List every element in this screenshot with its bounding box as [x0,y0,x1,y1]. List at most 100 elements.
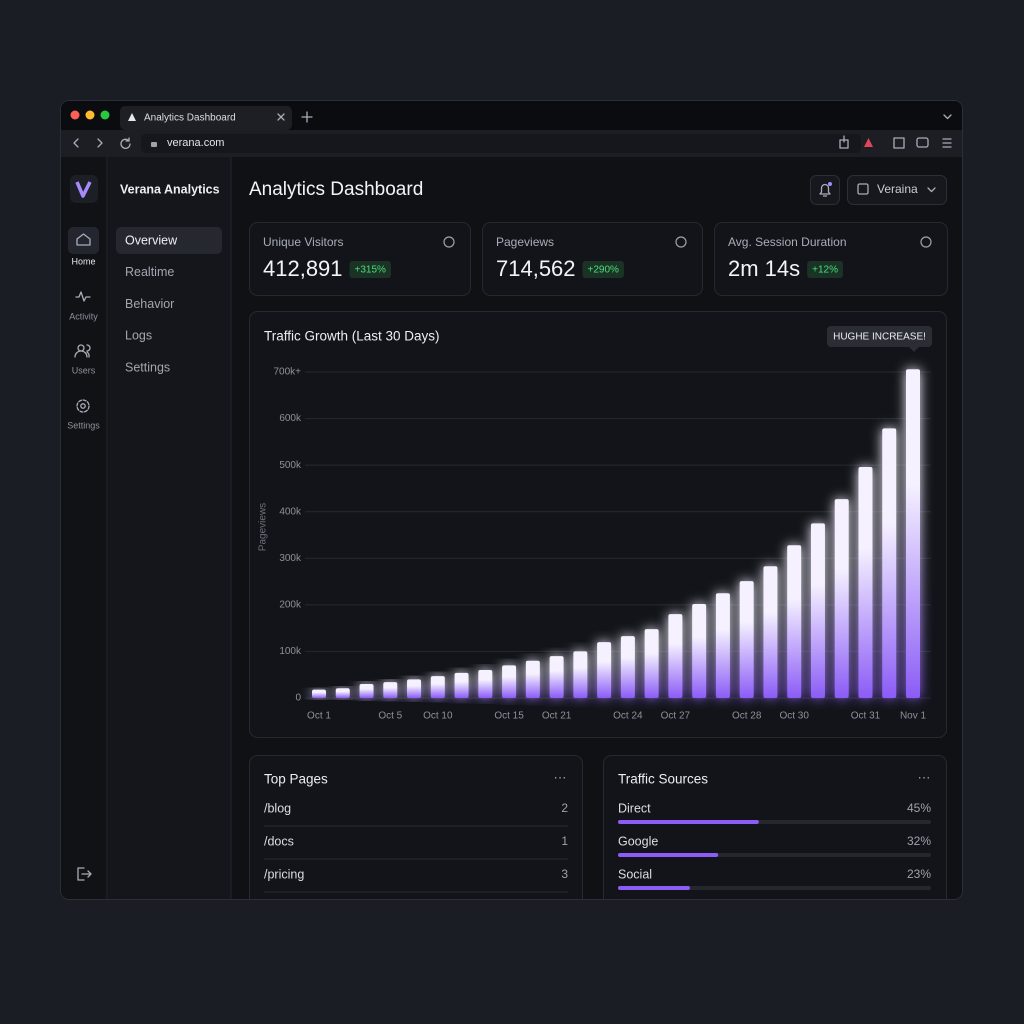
reload[interactable] [120,137,131,149]
bar [858,467,873,698]
nav-item[interactable]: Logs [125,329,152,343]
share-bar [618,886,690,890]
y-axis-label: Pageviews [258,503,269,551]
share-bar [618,853,719,857]
stat-card [714,222,948,296]
source-share: 23% [907,867,931,881]
page-path[interactable]: /docs [264,834,294,848]
change-badge [582,261,624,278]
bar [525,660,540,698]
address-bar[interactable] [141,134,861,153]
bar [383,682,398,698]
forward[interactable] [97,138,103,148]
stats: Unique Visitors 412,891 +315% Pageviews 714,… [249,222,948,296]
tab-icon [128,113,136,121]
bar [312,689,326,698]
logout[interactable] [77,867,92,881]
notif-dot [828,182,832,186]
minimize-dot[interactable] [85,110,95,120]
ext-icon[interactable] [864,138,873,147]
stat-label: Unique Visitors [263,235,343,249]
stat-icon [920,236,932,248]
bar [478,670,493,698]
y-tick-label: 600k [279,413,302,424]
bar [739,581,754,698]
more[interactable]: ··· [554,769,567,784]
wallet[interactable] [916,137,929,148]
chart-title: Traffic Growth (Last 30 Days) [264,329,440,344]
notifications[interactable] [810,175,840,205]
stat-value: 714,562 [496,256,576,281]
rail-label[interactable]: Settings [67,420,100,430]
stat-card [249,222,471,296]
bar [620,636,635,698]
change-badge [807,261,844,278]
x-tick-label: Oct 1 [307,711,331,722]
browser-window: Analytics Dashboard verana.com Home Activ… [60,100,963,900]
back[interactable] [73,138,79,148]
nav-item[interactable]: Overview [125,233,178,247]
change-badge [349,261,391,278]
stat-label: Pageviews [496,235,554,249]
settings-icon[interactable] [76,399,90,413]
menu[interactable] [942,138,952,148]
stat-change: +12% [812,265,838,276]
maximize-dot[interactable] [100,110,110,120]
nav-item[interactable]: Settings [125,360,170,374]
tab-menu[interactable] [943,114,952,120]
y-tick-label: 100k [279,646,302,657]
share-bar [618,820,759,824]
bar [454,672,469,698]
page-count: 3 [561,867,568,881]
tab[interactable] [120,106,292,130]
chevron [927,187,936,193]
x-tick-label: Oct 28 [732,711,762,722]
x-tick-label: Oct 5 [378,711,402,722]
rail-label[interactable]: Users [72,365,96,375]
top-pages-title: Top Pages [264,772,328,787]
sources-card [603,755,947,900]
top-pages-card [249,755,583,900]
stat-icon [443,236,455,248]
close-dot[interactable] [70,110,80,120]
nav-item[interactable]: Behavior [125,297,174,311]
bar [573,651,588,698]
y-tick-label: 700k+ [273,367,301,378]
home-icon[interactable] [76,233,91,246]
account-button[interactable] [847,175,947,205]
x-tick-label: Oct 24 [613,711,643,722]
page-path[interactable]: /blog [264,801,291,815]
page-count: 1 [561,834,568,848]
x-tick-label: Oct 10 [423,711,453,722]
rail-label[interactable]: Activity [69,311,98,321]
bar [407,679,422,698]
source-name: Direct [618,801,651,815]
x-tick-label: Nov 1 [900,711,927,722]
bar [597,642,612,698]
nav-item[interactable]: Realtime [125,265,174,279]
tab-close[interactable] [277,113,285,121]
more[interactable]: ··· [918,769,931,784]
nav-active [116,227,222,254]
sidebar-toggle[interactable] [893,137,905,149]
x-tick-label: Oct 21 [542,711,572,722]
x-tick-label: Oct 15 [494,711,524,722]
account: Veraina [877,182,918,196]
source-share: 32% [907,834,931,848]
rail-label[interactable]: Home [71,256,95,266]
y-tick-label: 400k [279,506,302,517]
page-path[interactable]: /pricing [264,867,304,881]
stat-card [482,222,703,296]
rail-labels: Home Activity Users Settings [67,256,100,430]
activity-icon[interactable] [75,291,91,302]
share[interactable] [839,135,849,149]
stat-value: 412,891 [263,256,343,281]
x-tick-label: Oct 27 [661,711,691,722]
brand: Verana Analytics [120,182,220,196]
nav-panel [108,157,231,900]
lists: /blog 2/docs 1/pricing 3 Direct 45% Google 32% S… [264,801,931,893]
bar [692,603,707,698]
new-tab[interactable] [301,111,313,123]
